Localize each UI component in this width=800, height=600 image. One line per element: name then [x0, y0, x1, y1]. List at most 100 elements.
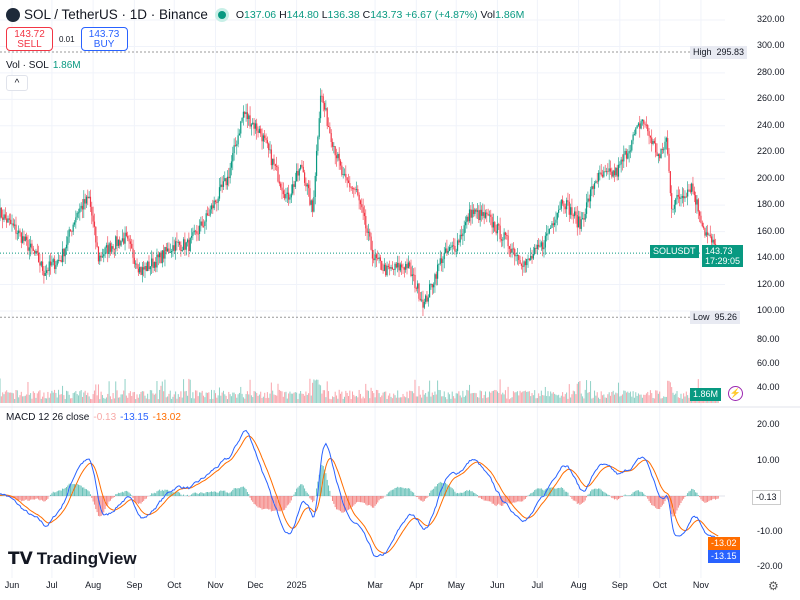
candle [22, 236, 24, 243]
tradingview-logo[interactable]: 𝗧𝗩 TradingView [8, 549, 137, 568]
macd-histogram-bar [649, 496, 651, 503]
volume-bar [534, 390, 536, 403]
candle [3, 214, 5, 220]
volume-bar [635, 392, 637, 403]
volume-bar [97, 384, 99, 403]
macd-histogram-bar [429, 492, 431, 496]
macd-histogram-bar [524, 496, 526, 499]
candle [383, 264, 385, 271]
volume-bar [668, 380, 670, 403]
macd-histogram-bar [697, 495, 699, 496]
volume-bar [515, 392, 517, 403]
macd-histogram-bar [552, 488, 554, 496]
macd-histogram-bar [19, 496, 21, 500]
candle [34, 250, 36, 254]
macd-histogram-bar [238, 488, 240, 496]
candle [605, 171, 608, 173]
candle [331, 141, 334, 147]
volume-bar [341, 391, 343, 403]
candle [301, 164, 303, 167]
candle [464, 222, 467, 226]
macd-axis-label: 20.00 [757, 419, 780, 429]
macd-histogram-bar [591, 489, 593, 496]
candle [128, 238, 130, 242]
buy-button[interactable]: 143.73 BUY [80, 27, 128, 51]
candle [584, 213, 586, 220]
candle [226, 176, 229, 186]
lightning-icon[interactable]: ⚡ [728, 386, 743, 401]
candle [178, 242, 181, 245]
volume-bar [442, 396, 444, 403]
macd-histogram-bar [359, 496, 361, 503]
sell-button[interactable]: 143.72 SELL [6, 27, 53, 51]
macd-histogram-bar [78, 484, 79, 496]
candle [688, 189, 690, 191]
volume-bar [56, 397, 58, 403]
candle [202, 225, 205, 227]
macd-histogram-bar [570, 496, 572, 497]
candle [292, 184, 294, 194]
volume-bar [70, 398, 72, 403]
volume-bar [610, 395, 611, 403]
macd-histogram-bar [377, 496, 379, 503]
macd-histogram-bar [423, 496, 425, 501]
candle [680, 197, 682, 199]
volume-bar [645, 393, 647, 403]
volume-bar [522, 391, 524, 403]
macd-histogram-bar [127, 491, 129, 496]
macd-histogram-bar [534, 490, 536, 496]
macd-histogram-bar [701, 496, 703, 501]
time-axis-label: Jul [46, 580, 58, 590]
volume-bar [377, 390, 379, 403]
collapse-legend-button[interactable]: ^ [6, 75, 28, 91]
candle [530, 255, 532, 260]
candle [523, 261, 525, 267]
macd-histogram-bar [633, 491, 635, 496]
volume-bar [340, 393, 342, 403]
candle [664, 141, 666, 150]
macd-histogram-bar [358, 496, 360, 503]
macd-histogram-bar [32, 496, 34, 500]
candle [417, 283, 419, 289]
candle [222, 181, 225, 187]
macd-histogram-bar [603, 491, 605, 496]
symbol-title[interactable]: SOL / TetherUS · 1D · Binance [24, 7, 208, 22]
macd-histogram-bar [52, 491, 54, 496]
macd-histogram-bar [284, 496, 286, 510]
candle [502, 239, 504, 241]
candle [500, 239, 503, 241]
settings-gear-icon[interactable]: ⚙ [768, 579, 779, 593]
candle [609, 168, 612, 172]
candle [495, 231, 497, 234]
volume-bar [423, 394, 425, 403]
candle [647, 125, 649, 132]
macd-histogram-bar [280, 496, 282, 512]
candle [326, 108, 328, 126]
time-axis-label: Sep [126, 580, 143, 590]
macd-histogram-bar [586, 496, 588, 498]
macd-histogram-bar [613, 496, 615, 500]
macd-histogram-bar [503, 496, 505, 504]
volume-bar [473, 393, 475, 403]
candle [585, 202, 588, 214]
volume-bar [461, 397, 463, 403]
candle [580, 219, 582, 229]
volume-bar [344, 396, 345, 403]
candle [254, 123, 256, 129]
candle [181, 250, 183, 252]
volume-bar [602, 395, 604, 403]
candle [323, 103, 326, 110]
volume-bar [486, 397, 488, 403]
volume-bar [159, 389, 161, 403]
candle [617, 164, 620, 177]
macd-histogram-bar [564, 491, 566, 496]
candle [478, 210, 480, 221]
macd-histogram-bar [349, 496, 351, 510]
candle [20, 232, 22, 243]
macd-histogram-bar [117, 492, 119, 496]
volume-bar [153, 394, 155, 403]
macd-histogram-bar [558, 487, 560, 496]
candle [124, 232, 126, 244]
candle [297, 170, 299, 176]
